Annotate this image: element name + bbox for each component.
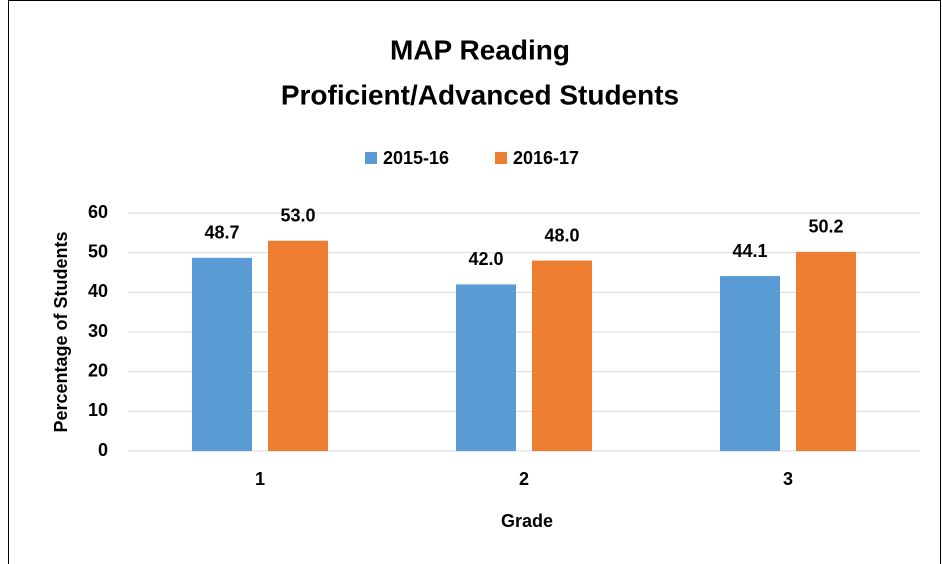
legend-swatch [365,152,377,164]
data-label: 50.2 [808,217,843,237]
bar [456,284,516,451]
y-tick-label: 0 [98,440,108,460]
legend-label: 2016-17 [513,148,579,168]
bar [532,260,592,451]
data-label: 48.7 [204,223,239,243]
bar [192,257,252,451]
data-label: 44.1 [732,241,767,261]
bar [268,240,328,451]
y-tick-label: 60 [88,202,108,222]
chart-frame [8,0,941,564]
data-label: 53.0 [280,206,315,226]
legend-swatch [495,152,507,164]
y-tick-label: 10 [88,400,108,420]
x-tick-label: 2 [519,469,529,489]
x-tick-label: 1 [255,469,265,489]
data-label: 48.0 [544,225,579,245]
y-tick-label: 40 [88,281,108,301]
y-axis-label: Percentage of Students [51,231,71,432]
y-tick-label: 30 [88,321,108,341]
x-axis-label: Grade [501,511,553,531]
y-tick-label: 20 [88,360,108,380]
data-label: 42.0 [468,249,503,269]
bar [720,276,780,451]
y-tick-label: 50 [88,241,108,261]
chart-title: MAP Reading [390,34,570,65]
x-tick-label: 3 [783,469,793,489]
legend-label: 2015-16 [383,148,449,168]
chart-title: Proficient/Advanced Students [281,79,679,110]
bar [796,251,856,451]
